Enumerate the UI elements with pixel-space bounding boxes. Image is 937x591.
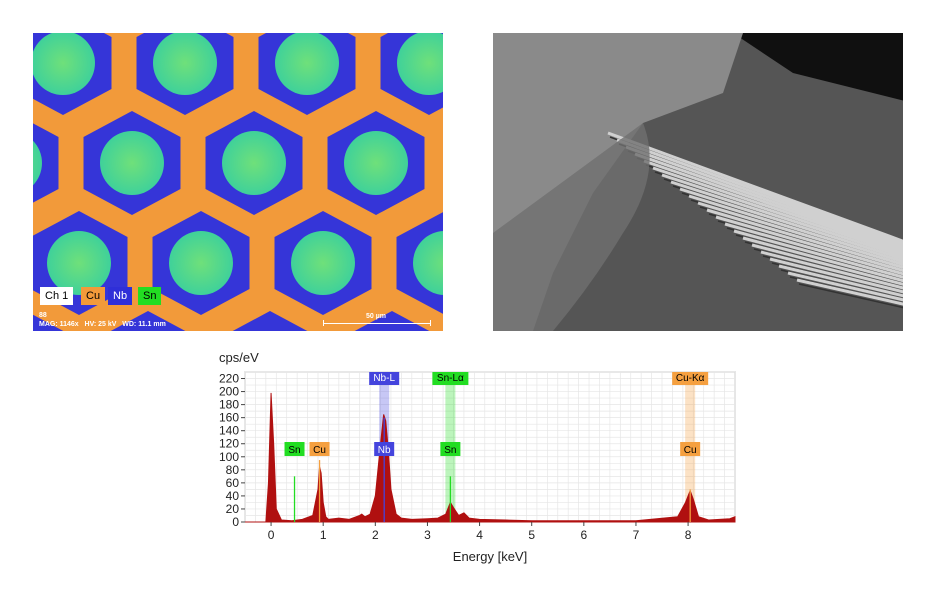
band-label: Nb-L <box>373 373 395 384</box>
filament <box>625 145 903 247</box>
element-marker-label: Sn <box>444 445 456 456</box>
filament <box>724 222 903 276</box>
filament <box>778 264 903 298</box>
filament <box>715 215 903 273</box>
sn-core <box>222 131 286 195</box>
x-tick-label: 3 <box>424 528 431 542</box>
y-tick-label: 160 <box>219 411 239 425</box>
sn-core <box>291 231 355 295</box>
y-tick-label: 40 <box>226 489 240 503</box>
sn-core <box>169 231 233 295</box>
x-tick-label: 2 <box>372 528 379 542</box>
filament <box>697 201 903 267</box>
element-marker-box <box>374 442 395 456</box>
sn-core <box>153 33 217 95</box>
legend-nb: Nb <box>108 287 133 305</box>
band-label-box <box>432 372 469 385</box>
sem-micrograph <box>493 33 903 331</box>
filament <box>643 159 903 251</box>
nb-barrier-ring <box>354 311 430 331</box>
legend-ch1: Ch 1 <box>40 287 74 305</box>
element-marker-label: Nb <box>378 445 391 456</box>
filament <box>760 250 903 290</box>
fractured-surface <box>493 123 650 331</box>
filament-shadow <box>798 283 903 309</box>
y-tick-label: 60 <box>226 476 240 490</box>
nb-barrier-ring <box>33 314 64 331</box>
x-tick-label: 5 <box>528 528 535 542</box>
element-marker-box <box>309 442 330 456</box>
x-tick-label: 1 <box>320 528 327 542</box>
element-marker-box <box>284 442 305 456</box>
y-tick-label: 180 <box>219 398 239 412</box>
image-id: 88 <box>39 312 47 319</box>
y-tick-label: 100 <box>219 450 239 464</box>
band-label-box <box>672 372 709 385</box>
filament <box>742 236 903 283</box>
filament <box>652 166 903 253</box>
y-tick-label: 120 <box>219 437 239 451</box>
sn-core <box>33 140 42 186</box>
nb-barrier-ring <box>232 311 308 331</box>
filament <box>769 257 903 294</box>
filament <box>661 173 903 256</box>
filament <box>616 138 903 245</box>
filament <box>733 229 903 279</box>
filament <box>634 152 903 249</box>
sem-graphic <box>493 33 903 331</box>
element-marker-label: Cu <box>684 445 697 456</box>
filament <box>751 243 903 286</box>
spectrum-svg: cps/eV Energy [keV] Nb-L Sn-Lα Cu-Kα Sn Cu Nb… <box>219 350 736 564</box>
scale-bar-label: 50 µm <box>366 313 386 320</box>
nb-barrier-ring <box>110 311 186 331</box>
x-tick-label: 8 <box>685 528 692 542</box>
scale-bar-tick-left <box>323 320 324 326</box>
y-tick-label: 200 <box>219 385 239 399</box>
filament <box>607 131 903 243</box>
eds-spectrum-chart: cps/eV Energy [keV] Nb-L Sn-Lα Cu-Kα Sn Cu Nb… <box>215 350 740 565</box>
legend-sn: Sn <box>138 287 162 305</box>
y-tick-label: 20 <box>226 502 240 516</box>
legend-cu: Cu <box>81 287 106 305</box>
eds-element-map: Ch 1 Cu Nb Sn 88 MAG: 1146x HV: 25 kV WD… <box>33 33 443 331</box>
eds-map-graphic <box>33 33 443 331</box>
scale-bar <box>323 323 431 324</box>
element-marker-box <box>680 442 701 456</box>
x-tick-label: 7 <box>633 528 640 542</box>
x-tick-label: 0 <box>268 528 275 542</box>
scale-bar-tick-right <box>430 320 431 326</box>
band-label: Sn-Lα <box>437 373 464 384</box>
sn-core <box>33 33 95 95</box>
element-marker-box <box>440 442 461 456</box>
sn-core <box>100 131 164 195</box>
x-tick-label: 4 <box>476 528 483 542</box>
sn-core <box>413 231 443 295</box>
nb-barrier-ring <box>33 123 59 203</box>
sn-core <box>397 33 443 95</box>
filament <box>688 194 903 264</box>
y-tick-label: 0 <box>232 515 239 529</box>
spectrum-series <box>245 392 736 523</box>
y-tick-label: 220 <box>219 372 239 386</box>
sn-core <box>344 131 408 195</box>
element-marker-label: Sn <box>288 445 300 456</box>
band-label-box <box>369 372 400 385</box>
filament <box>706 208 903 270</box>
x-axis-label: Energy [keV] <box>453 549 527 564</box>
filament <box>787 271 903 302</box>
band-label: Cu-Kα <box>676 373 705 384</box>
sn-core <box>275 33 339 95</box>
filament <box>670 180 903 258</box>
sn-core <box>47 231 111 295</box>
y-tick-label: 80 <box>226 463 240 477</box>
acquisition-info: MAG: 1146x HV: 25 kV WD: 11.1 mm <box>39 321 166 328</box>
filament <box>679 187 903 261</box>
y-tick-label: 140 <box>219 424 239 438</box>
x-tick-label: 6 <box>580 528 587 542</box>
y-unit-label: cps/eV <box>219 350 259 365</box>
element-marker-label: Cu <box>313 445 326 456</box>
filament <box>796 278 903 306</box>
